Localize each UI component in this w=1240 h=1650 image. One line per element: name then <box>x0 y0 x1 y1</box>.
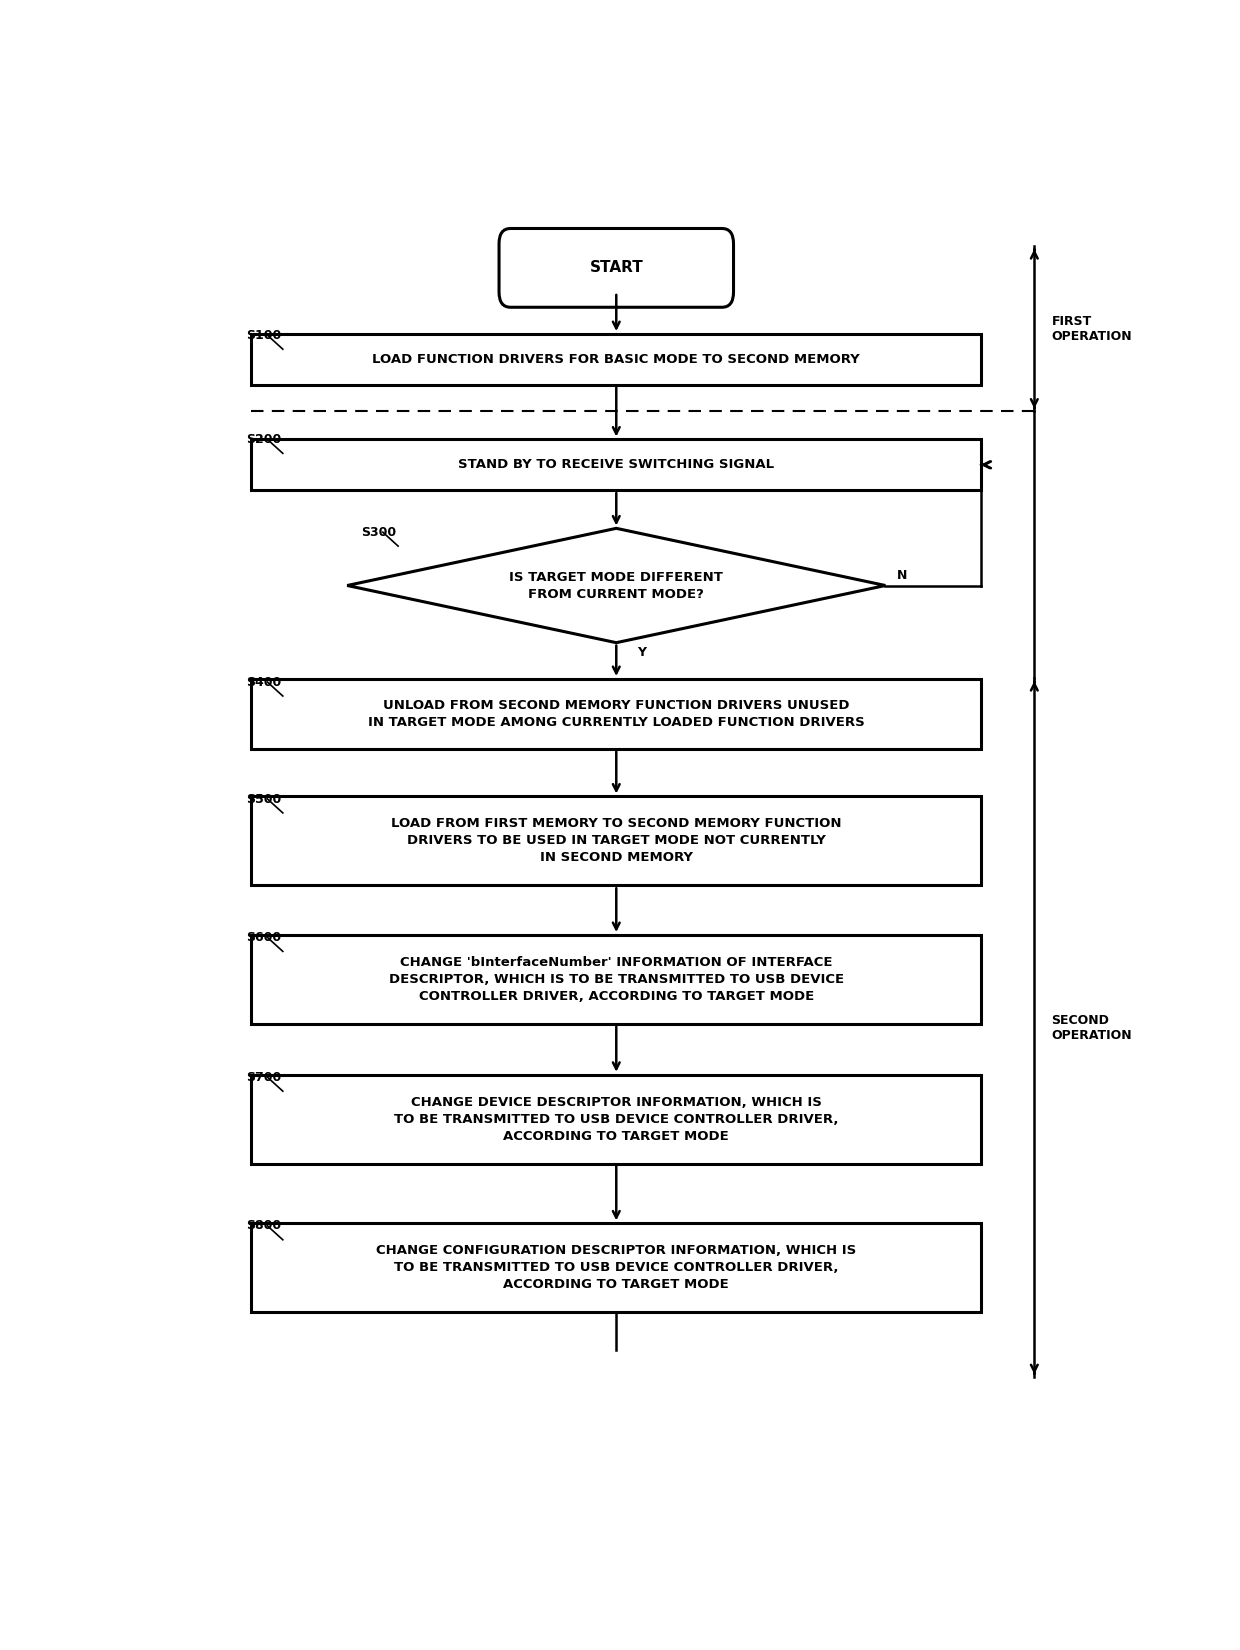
Bar <box>250 936 982 1023</box>
Bar <box>250 333 982 384</box>
Text: Y: Y <box>637 647 646 660</box>
FancyBboxPatch shape <box>498 228 734 307</box>
Bar <box>250 797 982 886</box>
Text: CHANGE CONFIGURATION DESCRIPTOR INFORMATION, WHICH IS
TO BE TRANSMITTED TO USB D: CHANGE CONFIGURATION DESCRIPTOR INFORMAT… <box>376 1244 857 1292</box>
Text: S400: S400 <box>247 676 281 688</box>
Text: S500: S500 <box>247 792 281 805</box>
Text: CHANGE DEVICE DESCRIPTOR INFORMATION, WHICH IS
TO BE TRANSMITTED TO USB DEVICE C: CHANGE DEVICE DESCRIPTOR INFORMATION, WH… <box>394 1096 838 1142</box>
Text: S300: S300 <box>362 526 397 540</box>
Bar <box>250 1223 982 1312</box>
Text: S600: S600 <box>247 931 281 944</box>
Text: FIRST
OPERATION: FIRST OPERATION <box>1052 315 1132 343</box>
Bar <box>250 439 982 490</box>
Text: CHANGE 'bInterfaceNumber' INFORMATION OF INTERFACE
DESCRIPTOR, WHICH IS TO BE TR: CHANGE 'bInterfaceNumber' INFORMATION OF… <box>388 955 844 1003</box>
Text: S200: S200 <box>247 432 281 446</box>
Text: IS TARGET MODE DIFFERENT
FROM CURRENT MODE?: IS TARGET MODE DIFFERENT FROM CURRENT MO… <box>510 571 723 601</box>
Text: S100: S100 <box>247 328 281 342</box>
Text: UNLOAD FROM SECOND MEMORY FUNCTION DRIVERS UNUSED
IN TARGET MODE AMONG CURRENTLY: UNLOAD FROM SECOND MEMORY FUNCTION DRIVE… <box>368 700 864 729</box>
Text: START: START <box>589 261 644 276</box>
Text: S800: S800 <box>247 1219 281 1233</box>
Bar <box>250 678 982 749</box>
Text: N: N <box>897 569 908 582</box>
Text: SECOND
OPERATION: SECOND OPERATION <box>1052 1013 1132 1041</box>
Text: LOAD FUNCTION DRIVERS FOR BASIC MODE TO SECOND MEMORY: LOAD FUNCTION DRIVERS FOR BASIC MODE TO … <box>372 353 861 366</box>
Polygon shape <box>347 528 885 644</box>
Text: LOAD FROM FIRST MEMORY TO SECOND MEMORY FUNCTION
DRIVERS TO BE USED IN TARGET MO: LOAD FROM FIRST MEMORY TO SECOND MEMORY … <box>391 817 842 865</box>
Text: S700: S700 <box>247 1071 281 1084</box>
Text: STAND BY TO RECEIVE SWITCHING SIGNAL: STAND BY TO RECEIVE SWITCHING SIGNAL <box>459 459 774 472</box>
Bar <box>250 1074 982 1163</box>
